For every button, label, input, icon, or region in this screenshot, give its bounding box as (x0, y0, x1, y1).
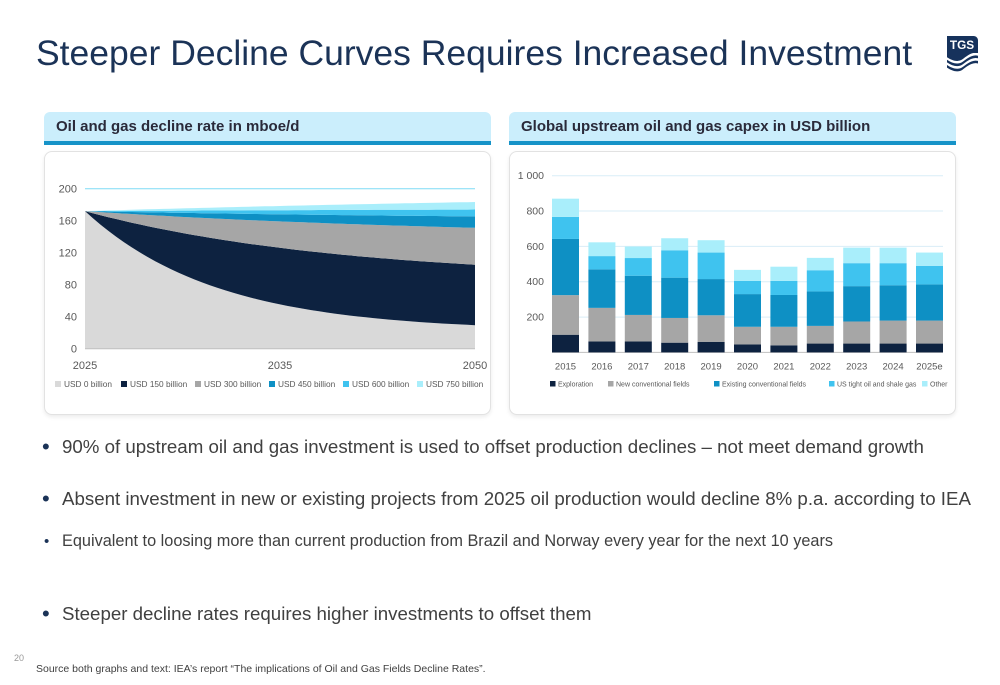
svg-text:600: 600 (526, 241, 544, 253)
svg-text:2021: 2021 (773, 361, 794, 372)
svg-text:Existing conventional fields: Existing conventional fields (722, 382, 807, 389)
svg-text:2035: 2035 (268, 360, 292, 372)
svg-text:1 000: 1 000 (518, 170, 544, 182)
svg-text:USD 600 billion: USD 600 billion (352, 379, 410, 389)
svg-text:USD 0 billion: USD 0 billion (64, 379, 112, 389)
svg-text:Other: Other (930, 382, 948, 389)
svg-text:2015: 2015 (555, 361, 576, 372)
svg-text:2019: 2019 (701, 361, 722, 372)
svg-text:80: 80 (65, 280, 77, 292)
svg-text:2025: 2025 (73, 360, 97, 372)
svg-text:2024: 2024 (883, 361, 904, 372)
svg-text:200: 200 (59, 184, 77, 196)
svg-text:120: 120 (59, 248, 77, 260)
svg-text:USD 300 billion: USD 300 billion (204, 379, 262, 389)
svg-text:2018: 2018 (664, 361, 685, 372)
svg-text:USD 750 billion: USD 750 billion (426, 379, 484, 389)
svg-text:2022: 2022 (810, 361, 831, 372)
svg-text:US tight oil and shale gas: US tight oil and shale gas (837, 382, 917, 389)
svg-text:2025e: 2025e (916, 361, 942, 372)
svg-text:2050: 2050 (463, 360, 487, 372)
svg-text:40: 40 (65, 312, 77, 324)
svg-text:Exploration: Exploration (558, 382, 593, 389)
svg-text:400: 400 (526, 276, 544, 288)
svg-text:800: 800 (526, 206, 544, 218)
svg-text:160: 160 (59, 216, 77, 228)
svg-text:TGS: TGS (950, 38, 974, 52)
svg-text:0: 0 (71, 344, 77, 356)
svg-text:2017: 2017 (628, 361, 649, 372)
svg-text:2016: 2016 (591, 361, 612, 372)
svg-text:2020: 2020 (737, 361, 758, 372)
svg-text:2023: 2023 (846, 361, 867, 372)
svg-text:USD 450 billion: USD 450 billion (278, 379, 336, 389)
svg-text:USD 150 billion: USD 150 billion (130, 379, 188, 389)
svg-text:200: 200 (526, 312, 544, 324)
svg-text:New conventional fields: New conventional fields (616, 382, 690, 389)
